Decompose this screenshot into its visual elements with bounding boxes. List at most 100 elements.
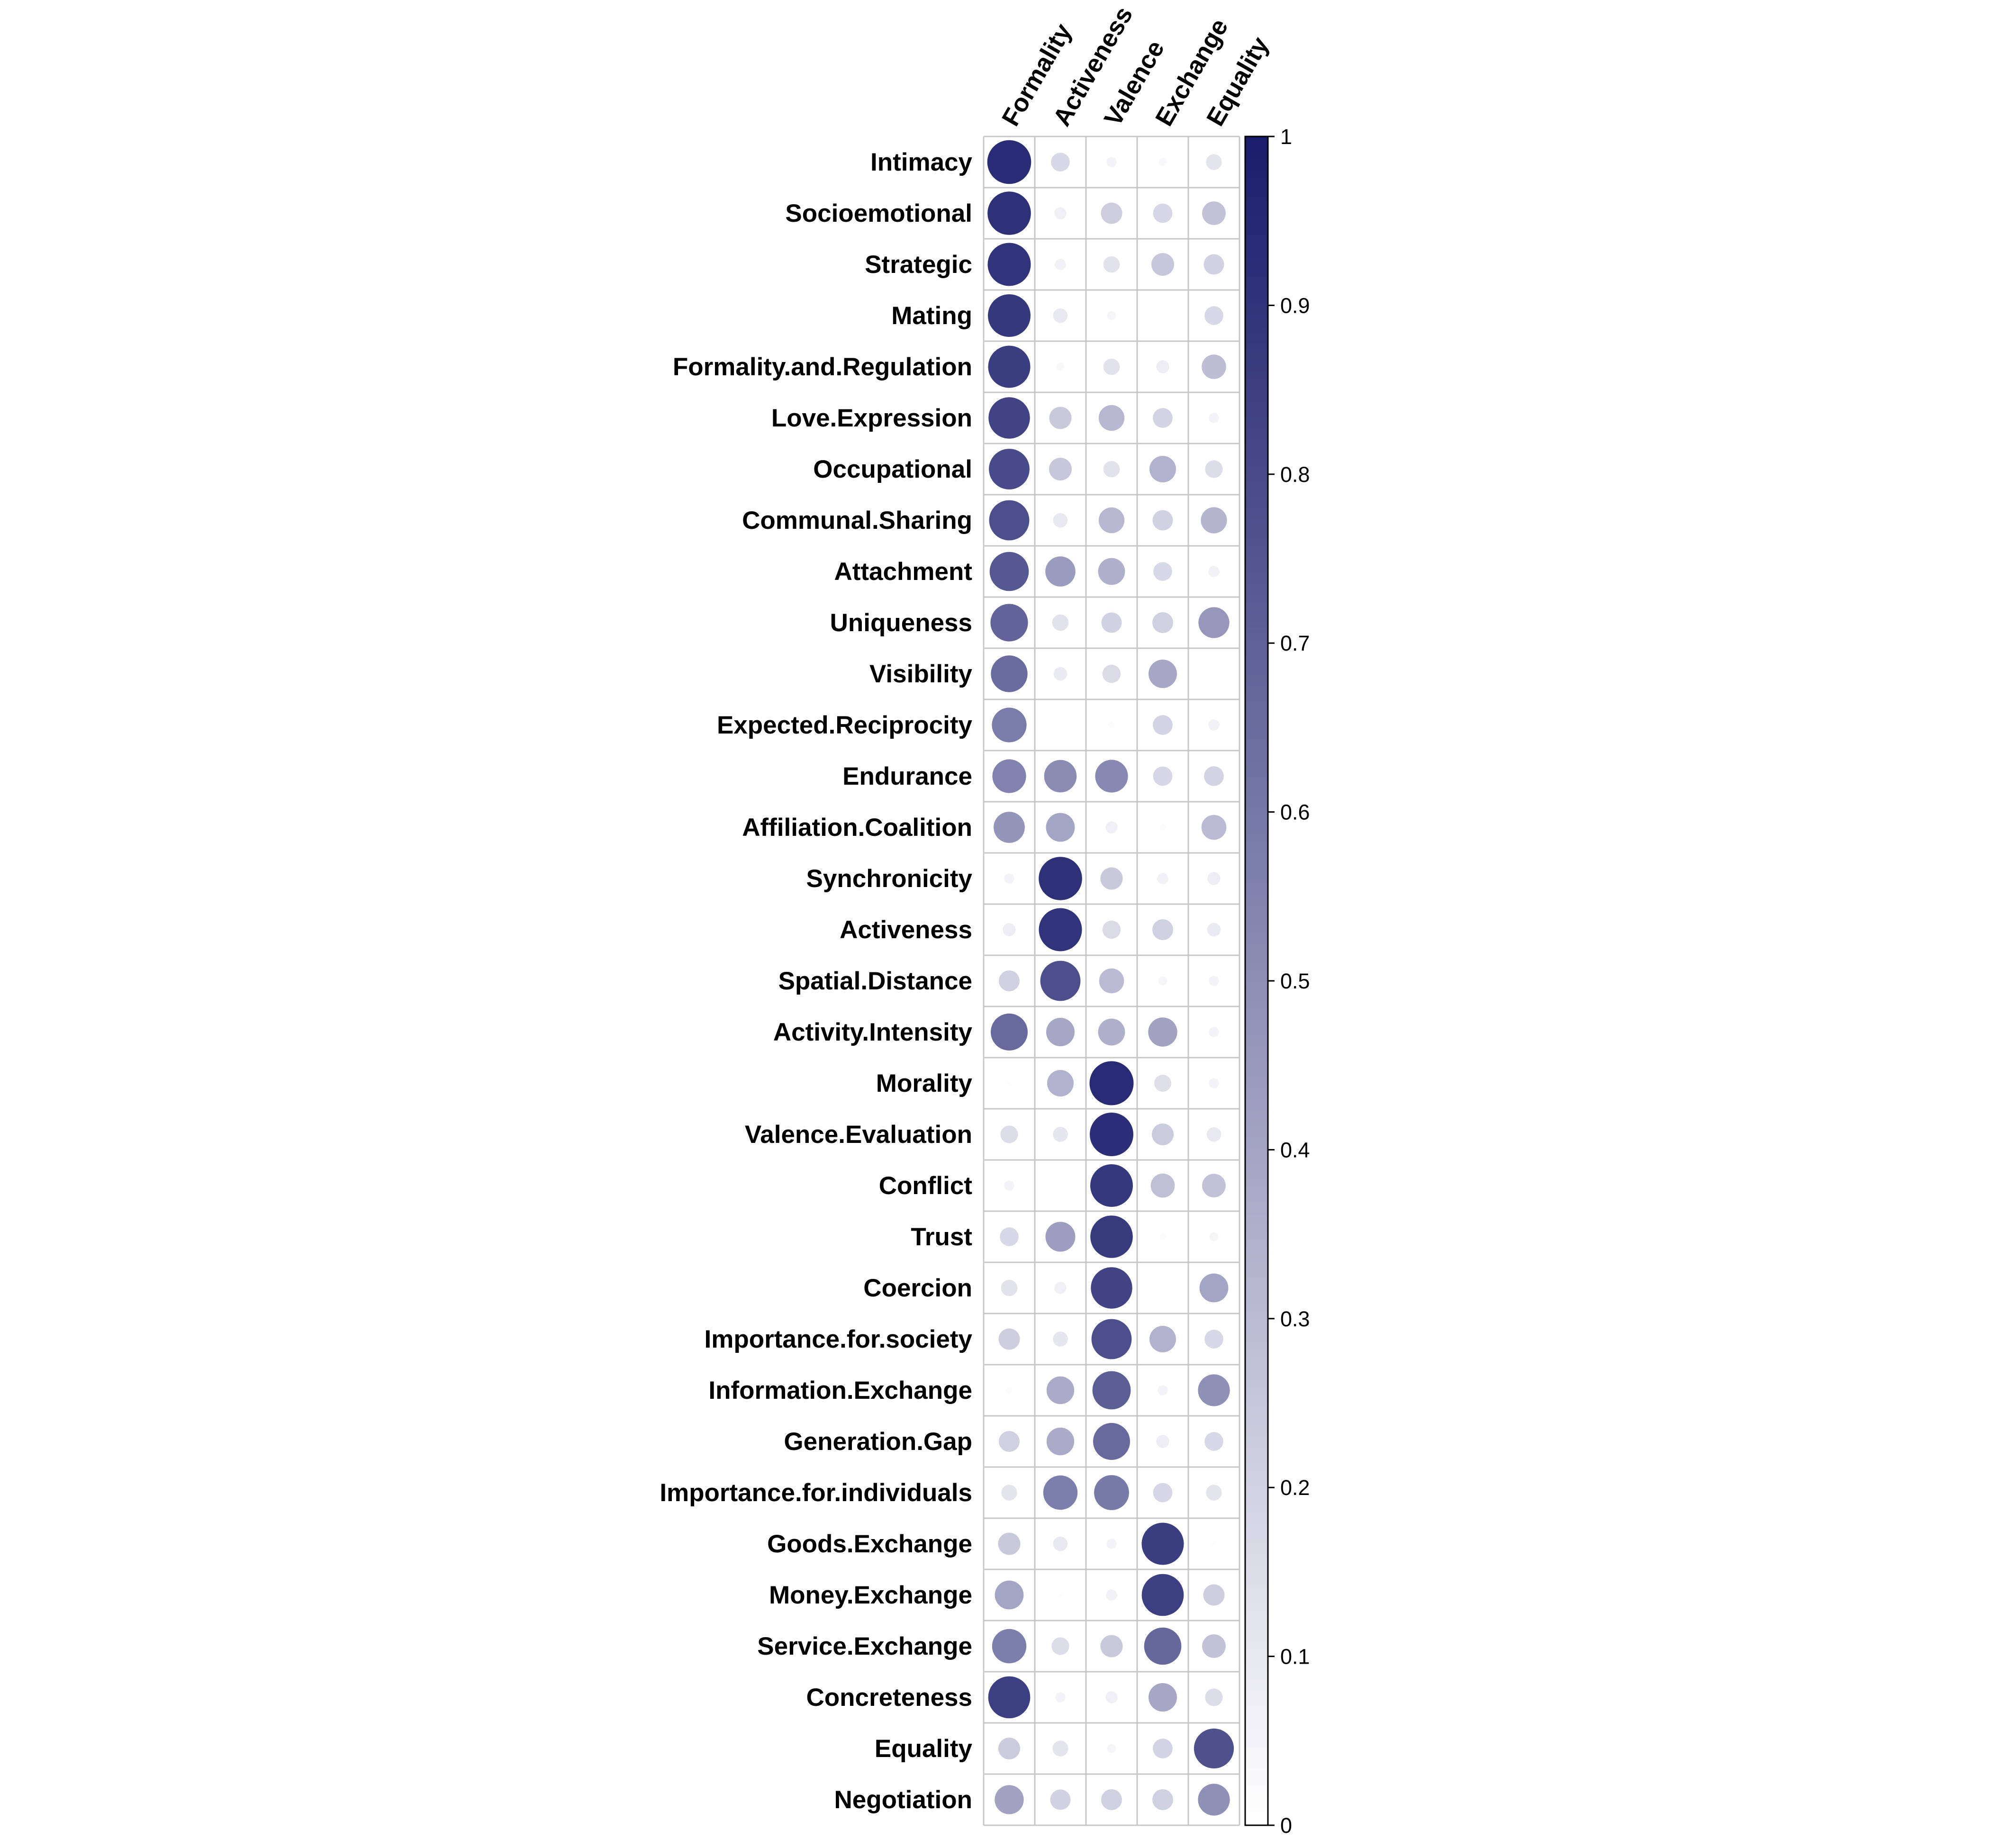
dot-expected-reciprocity-formality (992, 707, 1027, 743)
dot-negotiation-valence (1101, 1789, 1122, 1810)
colorbar-tick-label: 0 (1280, 1813, 1292, 1838)
dot-endurance-activeness (1044, 760, 1077, 793)
row-label-importance-for-society: Importance.for.society (704, 1325, 972, 1353)
dot-uniqueness-activeness (1052, 614, 1069, 631)
dot-importance-for-society-valence (1091, 1319, 1132, 1359)
dot-service-exchange-activeness (1051, 1637, 1069, 1655)
dot-mating-valence (1107, 311, 1116, 320)
dot-morality-formality (1007, 1081, 1012, 1086)
dot-synchronicity-formality (1004, 873, 1014, 884)
row-labels: Intimacy Socioemotional Strategic Mating For… (660, 148, 972, 1814)
dot-goods-exchange-activeness (1053, 1536, 1068, 1551)
dot-equality-exchange (1153, 1739, 1173, 1758)
dot-morality-exchange (1154, 1075, 1171, 1092)
dot-importance-for-individuals-formality (1001, 1485, 1017, 1501)
dot-trust-equality (1209, 1232, 1219, 1241)
row-label-generation-gap: Generation.Gap (784, 1428, 972, 1456)
dot-strategic-activeness (1055, 259, 1066, 270)
dot-spatial-distance-activeness (1040, 960, 1081, 1001)
colorbar-tick-label: 0.3 (1280, 1307, 1310, 1331)
dot-visibility-exchange (1149, 660, 1177, 688)
row-label-goods-exchange: Goods.Exchange (767, 1530, 972, 1558)
dot-socioemotional-activeness (1054, 207, 1067, 219)
dot-endurance-formality (992, 759, 1026, 793)
dot-conflict-equality (1202, 1174, 1226, 1197)
row-label-valence-evaluation: Valence.Evaluation (745, 1121, 972, 1149)
dot-trust-valence (1090, 1215, 1133, 1258)
dot-formality-and-regulation-formality (988, 345, 1031, 388)
dot-activity-intensity-equality (1209, 1027, 1219, 1037)
dot-coercion-formality (1001, 1279, 1018, 1296)
dot-uniqueness-formality (990, 604, 1028, 642)
dot-information-exchange-formality (1006, 1387, 1013, 1394)
dot-communal-sharing-formality (989, 500, 1030, 541)
dot-strategic-valence (1103, 256, 1120, 273)
dot-intimacy-exchange (1158, 158, 1167, 166)
colorbar-tick-label: 0.4 (1280, 1138, 1310, 1162)
dot-equality-equality (1194, 1728, 1234, 1769)
dot-money-exchange-activeness (1058, 1593, 1063, 1597)
dot-negotiation-exchange (1152, 1789, 1173, 1810)
dot-activeness-exchange (1152, 919, 1173, 940)
dot-intimacy-valence (1106, 157, 1117, 167)
dot-expected-reciprocity-equality (1208, 719, 1220, 731)
row-label-uniqueness: Uniqueness (830, 609, 972, 637)
dot-valence-evaluation-equality (1206, 1127, 1221, 1142)
dot-uniqueness-equality (1198, 607, 1230, 638)
dot-equality-activeness (1052, 1740, 1068, 1757)
dot-conflict-formality (1004, 1180, 1014, 1191)
dot-synchronicity-exchange (1157, 873, 1168, 884)
dot-attachment-equality (1208, 566, 1220, 577)
dot-generation-gap-activeness (1046, 1427, 1075, 1456)
dot-goods-exchange-valence (1106, 1539, 1117, 1549)
row-label-activity-intensity: Activity.Intensity (773, 1018, 973, 1046)
dot-strategic-equality (1203, 254, 1224, 275)
dot-concreteness-equality (1205, 1688, 1223, 1706)
dot-expected-reciprocity-valence (1108, 722, 1115, 728)
dot-generation-gap-valence (1093, 1423, 1130, 1460)
dot-occupational-formality (989, 449, 1030, 489)
dot-information-exchange-valence (1092, 1371, 1131, 1410)
dot-synchronicity-valence (1100, 867, 1123, 890)
row-label-importance-for-individuals: Importance.for.individuals (660, 1479, 972, 1507)
dot-activity-intensity-formality (991, 1014, 1028, 1051)
dot-attachment-exchange (1153, 562, 1172, 581)
dot-spatial-distance-equality (1209, 976, 1219, 986)
dot-socioemotional-valence (1101, 202, 1122, 224)
row-label-affiliation-coalition: Affiliation.Coalition (742, 814, 972, 842)
row-label-conflict: Conflict (879, 1172, 972, 1200)
dot-visibility-formality (991, 655, 1028, 692)
dot-intimacy-equality (1206, 154, 1222, 170)
dot-importance-for-individuals-exchange (1153, 1483, 1173, 1503)
dot-equality-valence (1107, 1744, 1116, 1753)
row-label-communal-sharing: Communal.Sharing (742, 507, 972, 534)
dot-strategic-exchange (1151, 253, 1174, 276)
row-label-formality-and-regulation: Formality.and.Regulation (673, 353, 972, 381)
dot-socioemotional-formality (987, 191, 1031, 235)
dot-socioemotional-equality (1202, 201, 1226, 225)
colorbar-tick-label: 1 (1280, 125, 1292, 149)
dot-visibility-activeness (1053, 667, 1067, 681)
dot-negotiation-activeness (1050, 1789, 1071, 1810)
row-label-trust: Trust (911, 1223, 972, 1251)
dot-spatial-distance-formality (999, 970, 1020, 991)
dot-affiliation-coalition-valence (1105, 821, 1118, 833)
dot-activeness-activeness (1039, 908, 1082, 951)
dot-formality-and-regulation-exchange (1156, 360, 1169, 373)
colorbar-tick-label: 0.8 (1280, 462, 1310, 487)
dot-attachment-formality (989, 552, 1029, 591)
dot-money-exchange-formality (995, 1580, 1024, 1610)
dot-trust-exchange (1159, 1233, 1166, 1240)
dot-intimacy-formality (987, 140, 1031, 184)
colorbar-tick-label: 0.7 (1280, 631, 1310, 655)
dot-activity-intensity-exchange (1148, 1017, 1177, 1047)
colorbar: 0 0.1 0.2 0.3 0.4 0.5 0.6 0.7 0.8 0.9 1 (1244, 125, 1310, 1838)
dot-coercion-equality (1199, 1273, 1229, 1303)
dot-morality-activeness (1047, 1070, 1074, 1096)
dot-activity-intensity-valence (1098, 1018, 1125, 1046)
dot-synchronicity-activeness (1039, 857, 1082, 900)
dot-information-exchange-activeness (1046, 1376, 1075, 1404)
dot-mating-activeness (1053, 308, 1068, 323)
dot-occupational-equality (1205, 460, 1223, 478)
dot-strategic-formality (987, 243, 1031, 286)
